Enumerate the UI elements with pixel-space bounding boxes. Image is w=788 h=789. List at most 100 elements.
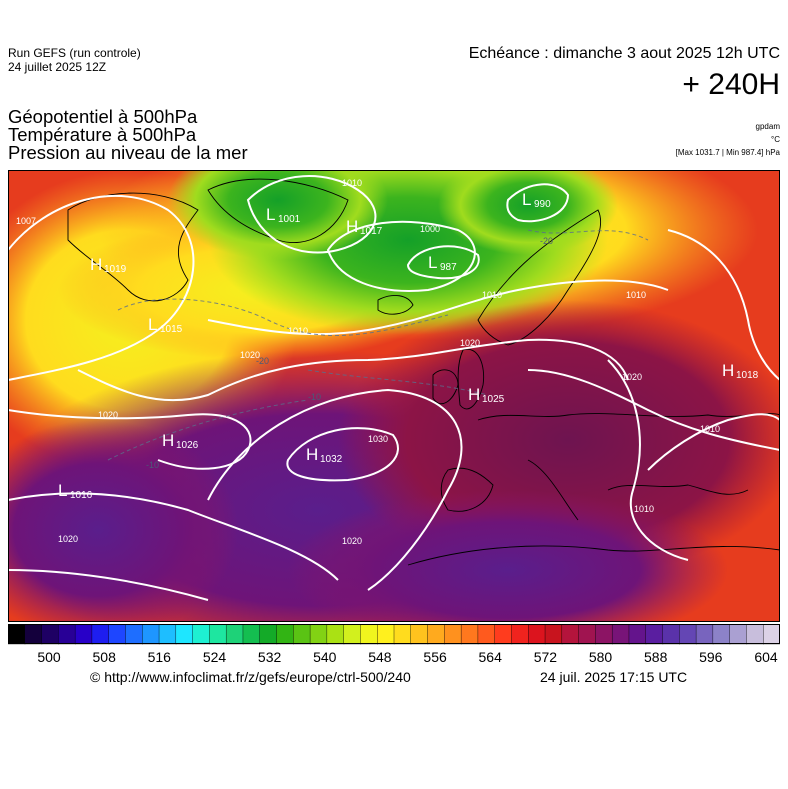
isobar-1020-f: [607, 359, 689, 561]
colorbar-cell: [142, 624, 160, 645]
isobar-label: 1020: [98, 410, 118, 420]
isobar-label: 1010: [634, 504, 654, 514]
unit-pressure: [Max 1031.7 | Min 987.4] hPa: [675, 148, 780, 157]
isobar-1020-a: [77, 338, 629, 402]
isobar-1020-b: [8, 409, 252, 470]
isotherm-label: -10: [308, 392, 321, 402]
colorbar-cell: [511, 624, 529, 645]
isotherm-label: -10: [146, 460, 159, 470]
coast-iceland: [377, 294, 414, 315]
colorbar-tick-label: 572: [534, 649, 558, 665]
colorbar-cell: [192, 624, 211, 645]
units-legend: gpdam °C [Max 1031.7 | Min 987.4] hPa: [676, 120, 780, 159]
colorbar-cell: [595, 624, 613, 645]
run-info: Run GEFS (run controle) 24 juillet 2025 …: [8, 46, 141, 74]
colorbar-cell: [343, 624, 362, 645]
colorbar-cell: [477, 624, 496, 645]
svg-text:1032: 1032: [320, 454, 343, 465]
colorbar-cell: [125, 624, 143, 645]
colorbar-cell: [276, 624, 294, 645]
svg-text:L: L: [428, 253, 437, 272]
colorbar-cell: [91, 624, 110, 645]
svg-text:1015: 1015: [160, 324, 183, 335]
isotherms: [107, 229, 649, 461]
svg-text:L: L: [522, 190, 531, 209]
colorbar: 500 508 516 524 532 540 548 556 564 572 580 588 596 6…: [8, 624, 780, 665]
colorbar-tick-label: 500: [37, 649, 61, 665]
colorbar-cell: [679, 624, 697, 645]
isobar-label: 1020: [342, 536, 362, 546]
colorbar-cell: [410, 624, 429, 645]
isobar-1020-e: [8, 569, 209, 601]
isobar-990-b: [506, 183, 570, 223]
colorbar-tick-label: 524: [203, 649, 227, 665]
colorbar-tick-label: 596: [699, 649, 723, 665]
ridge-southwest: [8, 420, 238, 622]
unit-geopotential: gpdam: [755, 122, 780, 131]
isotherm-label: -20: [256, 356, 269, 366]
isobar-990: [406, 245, 480, 280]
colorbar-ticks: 500 508 516 524 532 540 548 556 564 572 580 588 596 6…: [37, 649, 778, 665]
colorbar-tick-label: 564: [479, 649, 503, 665]
svg-text:1026: 1026: [176, 440, 199, 451]
colorbar-cell: [74, 624, 93, 645]
colorbar-tick-label: 604: [754, 649, 778, 665]
map-titles: Géopotentiel à 500hPa Température à 500h…: [8, 106, 248, 162]
colorbar-cell: [444, 624, 462, 645]
colorbar-cell: [544, 624, 563, 645]
center-h-1019: H 1019: [90, 255, 127, 275]
colorbar-tick-label: 580: [589, 649, 613, 665]
isobars: [8, 175, 780, 601]
coast-britain: [457, 348, 485, 410]
colorbar-cell: [108, 624, 127, 645]
center-l-1015: L 1015: [148, 315, 183, 335]
isobar-label: 1007: [16, 216, 36, 226]
coast-greenland: [207, 178, 349, 244]
isobar-label: 1010: [482, 290, 502, 300]
colorbar-tick-label: 556: [423, 649, 447, 665]
isotherm-minus20-b: [527, 229, 649, 241]
center-l-987: L 987: [428, 253, 457, 273]
colorbar-cell: [326, 624, 345, 645]
run-date: 24 juillet 2025 12Z: [8, 60, 107, 74]
colorbar-tick-label: 516: [148, 649, 172, 665]
colorbar-cell: [561, 624, 580, 645]
title-geopotential: Géopotentiel à 500hPa: [8, 106, 198, 127]
svg-text:1016: 1016: [70, 490, 93, 501]
isobar-label: 1030: [368, 434, 388, 444]
isobar-label: 1020: [622, 372, 642, 382]
colorbar-tick-label: 532: [258, 649, 282, 665]
colorbar-cell: [695, 624, 714, 645]
isotherm-label: -20: [540, 236, 553, 246]
svg-text:990: 990: [534, 199, 551, 210]
center-h-1032: H 1032: [306, 445, 343, 465]
cold-pool-east: [438, 170, 618, 255]
colorbar-cell: [209, 624, 227, 645]
colorbar-cell: [24, 624, 43, 645]
colorbar-cell: [242, 624, 261, 645]
colorbar-tick-label: 508: [93, 649, 117, 665]
svg-text:L: L: [266, 205, 275, 224]
isotherm-value-labels: -20 -20 -10 -10: [146, 236, 553, 470]
svg-text:H: H: [306, 445, 318, 464]
forecast-hours: + 240H: [682, 68, 780, 101]
colorbar-cell: [662, 624, 681, 645]
isobar-1007: [8, 195, 195, 381]
svg-text:H: H: [468, 385, 480, 404]
isobar-label: 1010: [700, 424, 720, 434]
isobar-1020-g: [527, 369, 780, 451]
pressure-center-labels: H 1019 L 1001 H 1017 L 990 L 987 L 1015 H 1026 …: [58, 190, 759, 501]
colorbar-cell: [309, 624, 328, 645]
colorbar-cells: [8, 624, 780, 645]
isobar-1020-d: [8, 492, 339, 581]
svg-text:1019: 1019: [104, 264, 127, 275]
colorbar-cell: [494, 624, 513, 645]
isobar-1020-c: [207, 388, 463, 591]
colorbar-cell: [460, 624, 479, 645]
coast-africa: [407, 545, 780, 566]
colorbar-cell: [360, 624, 378, 645]
isobar-label: 1010: [342, 178, 362, 188]
isobar-label: 1020: [240, 350, 260, 360]
cold-pool-west: [168, 170, 388, 260]
coast-italy: [527, 459, 579, 521]
